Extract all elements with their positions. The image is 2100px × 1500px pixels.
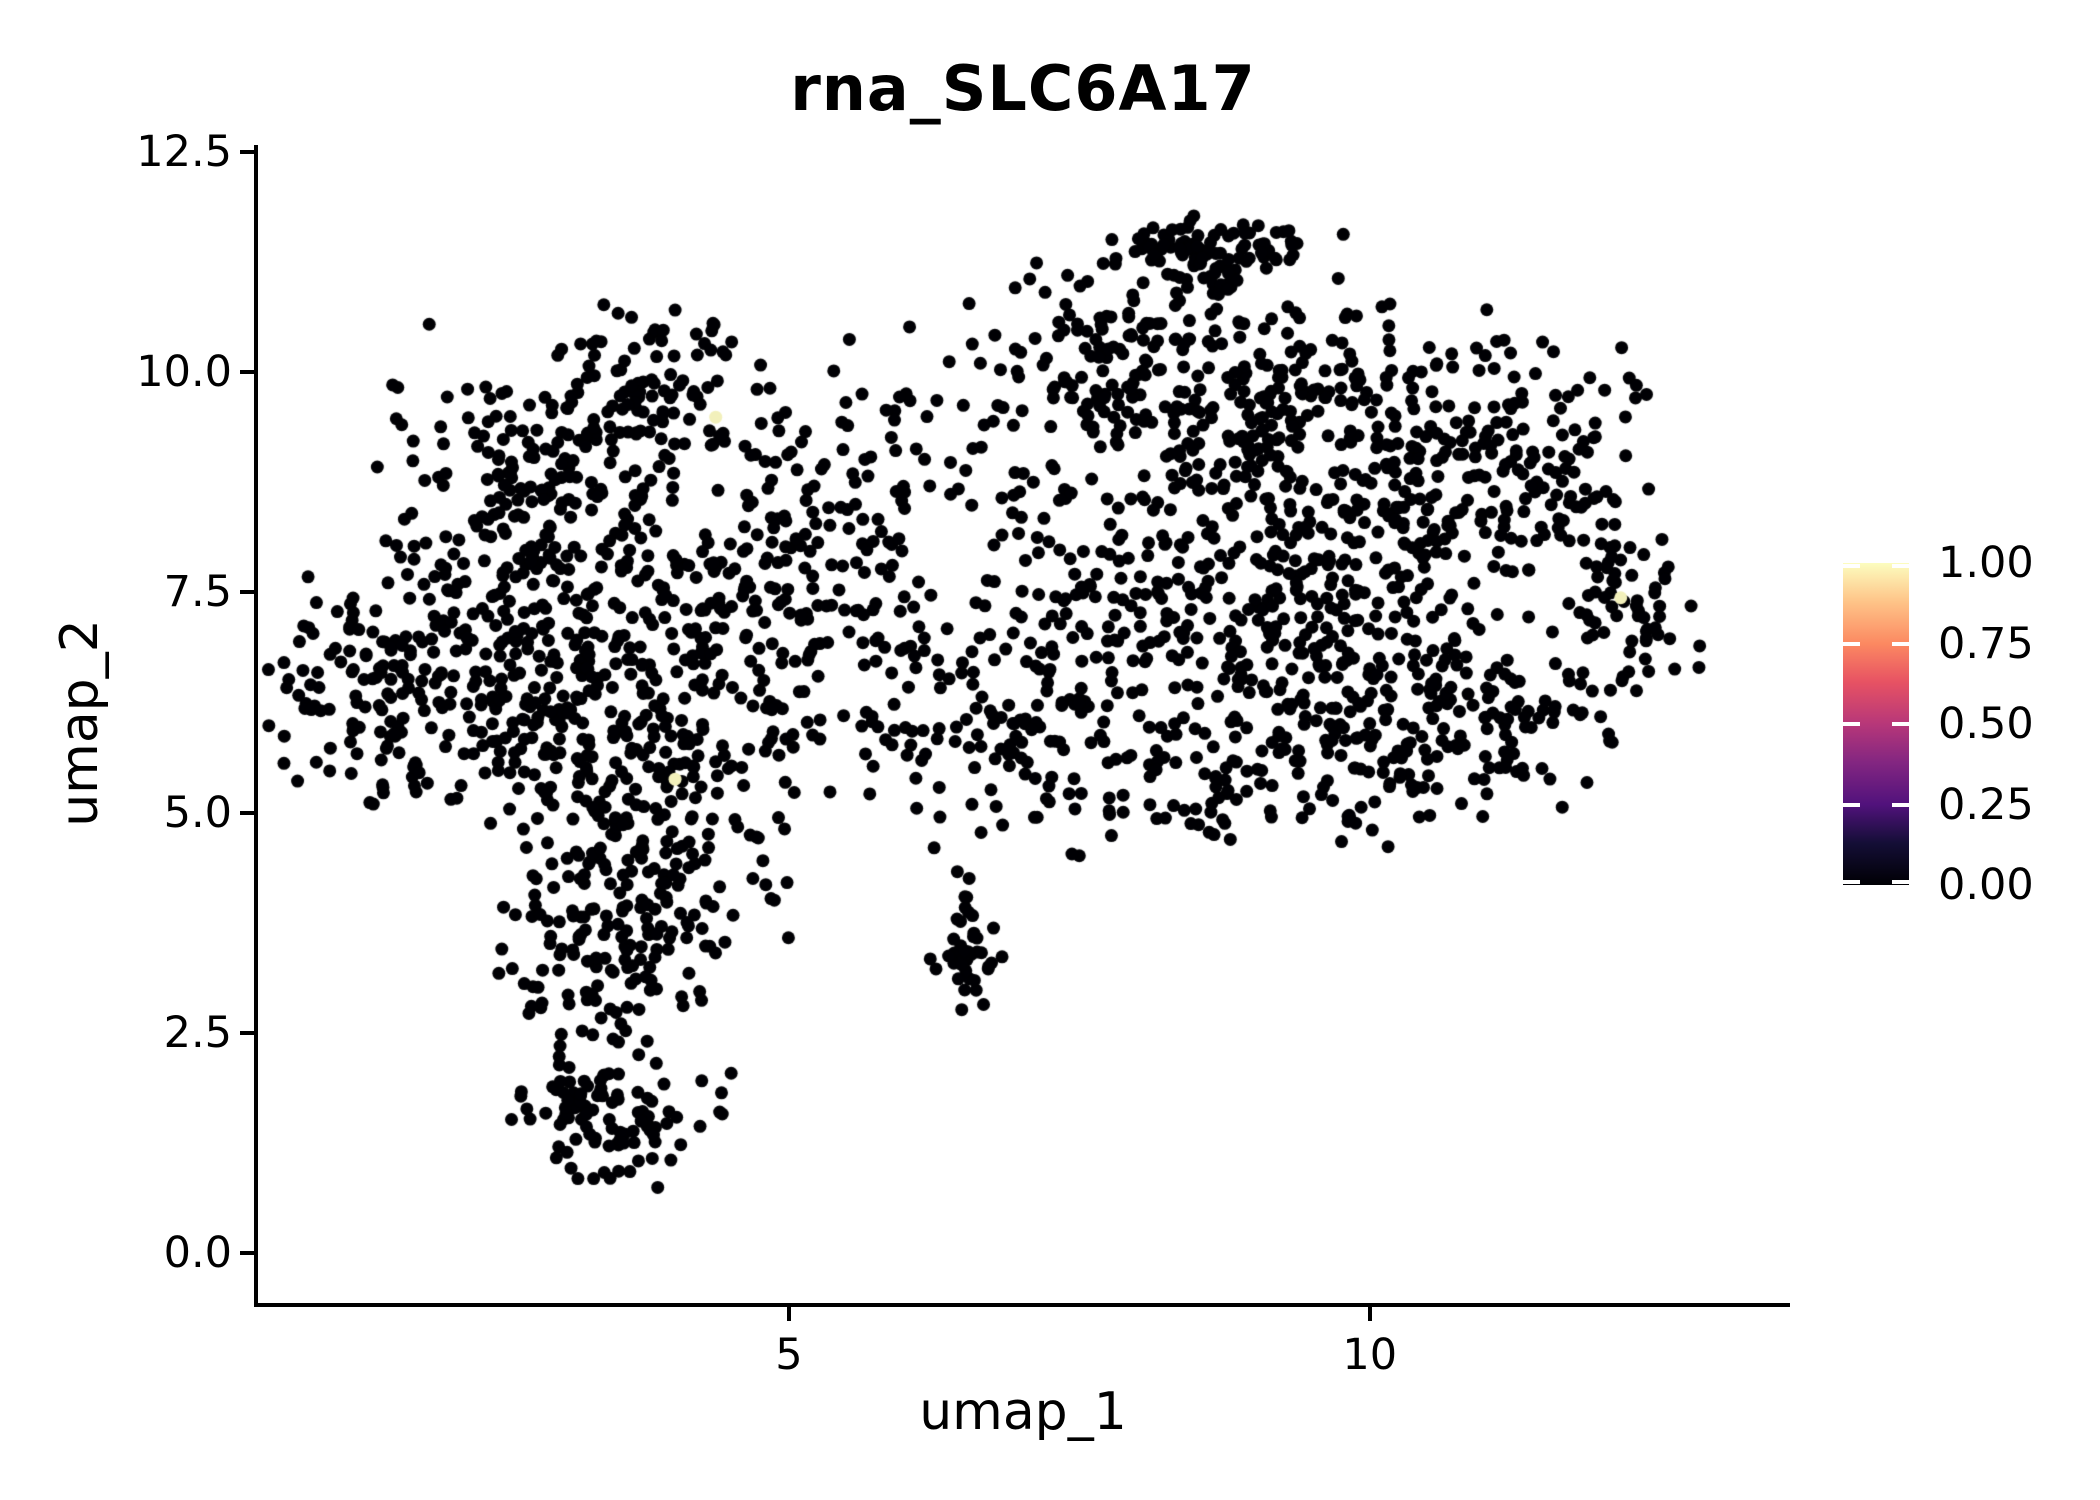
- y-tick-mark: [240, 1030, 254, 1035]
- colorbar-tick-mark: [1843, 564, 1860, 568]
- colorbar-tick-mark: [1843, 641, 1860, 646]
- y-tick-label: 5.0: [163, 787, 232, 838]
- y-tick-label: 7.5: [163, 567, 232, 618]
- y-axis-line: [254, 145, 258, 1307]
- x-tick-mark: [1367, 1307, 1372, 1321]
- y-tick-mark: [240, 590, 254, 595]
- colorbar-tick-mark: [1892, 564, 1909, 568]
- colorbar-tick-mark: [1892, 802, 1909, 807]
- plot-title: rna_SLC6A17: [790, 52, 1256, 125]
- x-axis-line: [254, 1303, 1790, 1307]
- y-tick-mark: [240, 370, 254, 375]
- x-tick-label: 5: [775, 1330, 803, 1380]
- colorbar-tick-mark: [1843, 880, 1860, 884]
- colorbar-tick-mark: [1892, 722, 1909, 726]
- colorbar-tick-mark: [1843, 722, 1860, 726]
- colorbar-tick-mark: [1892, 641, 1909, 646]
- y-tick-mark: [240, 150, 254, 155]
- x-tick-mark: [786, 1307, 791, 1321]
- y-tick-label: 10.0: [136, 347, 232, 398]
- x-tick-label: 10: [1342, 1330, 1398, 1380]
- y-axis-title: umap_2: [50, 619, 110, 827]
- y-tick-label: 12.5: [136, 127, 232, 178]
- y-tick-mark: [240, 810, 254, 815]
- colorbar-tick-label: 0.75: [1938, 618, 2034, 669]
- colorbar-tick-label: 0.25: [1938, 779, 2034, 830]
- colorbar-tick-mark: [1892, 880, 1909, 884]
- y-tick-mark: [240, 1251, 254, 1256]
- colorbar-tick-label: 0.50: [1938, 699, 2034, 749]
- y-tick-label: 0.0: [163, 1228, 232, 1279]
- colorbar-tick-mark: [1843, 802, 1860, 807]
- colorbar-tick-label: 1.00: [1938, 538, 2034, 588]
- colorbar-tick-label: 0.00: [1938, 860, 2034, 910]
- y-tick-label: 2.5: [163, 1007, 232, 1058]
- x-axis-title: umap_1: [919, 1382, 1127, 1442]
